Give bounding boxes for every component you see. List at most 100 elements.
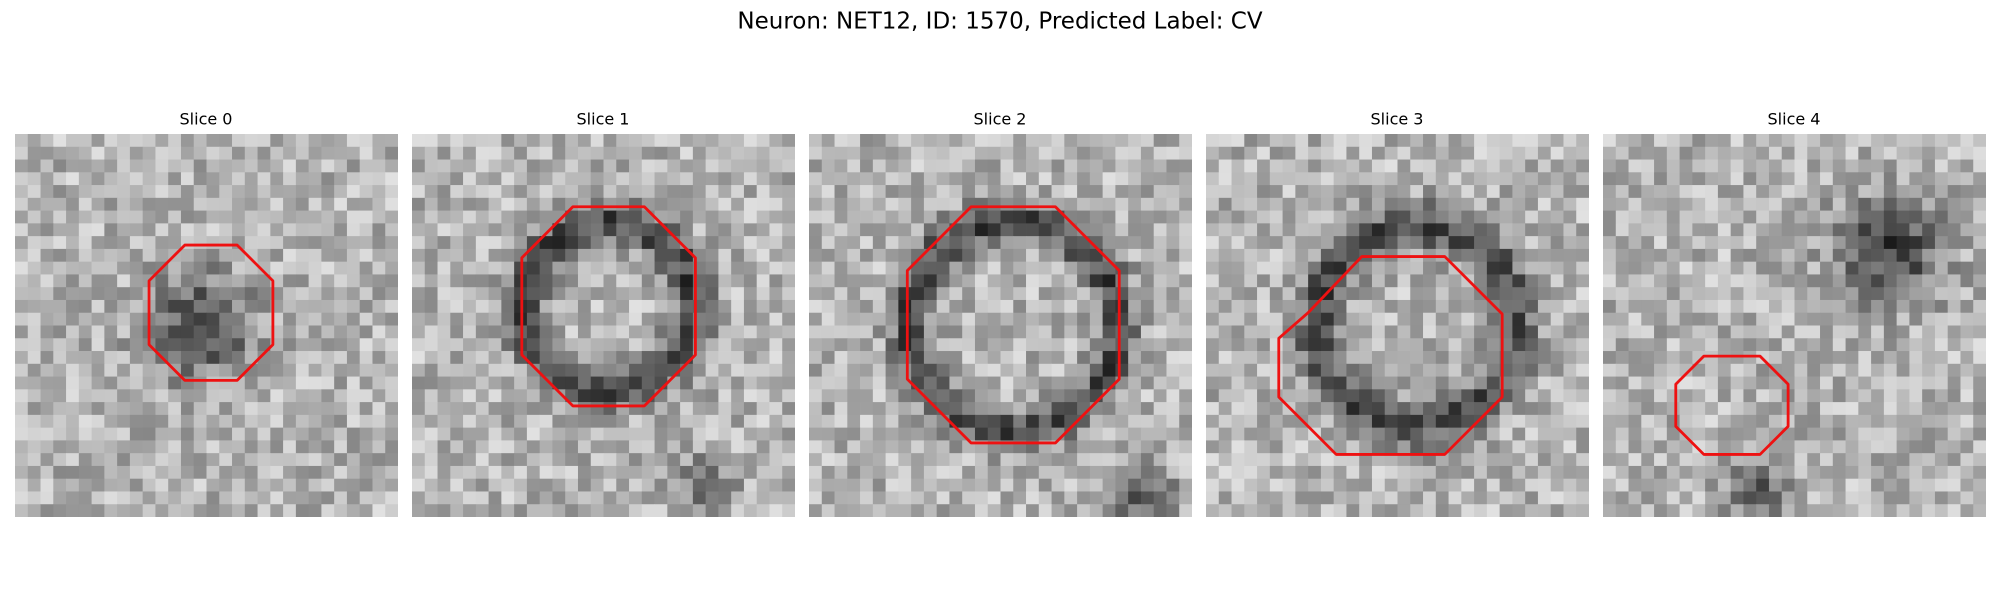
pixel: [437, 223, 451, 237]
pixel: [885, 351, 899, 365]
pixel: [180, 402, 195, 416]
pixel: [1603, 414, 1617, 429]
pixel: [283, 478, 297, 492]
pixel: [488, 185, 502, 199]
pixel: [1013, 172, 1027, 186]
pixel: [1448, 172, 1462, 186]
pixel: [1231, 465, 1245, 480]
pixel: [27, 440, 41, 454]
pixel: [1166, 261, 1180, 275]
pixel: [1512, 299, 1526, 314]
pixel: [1947, 185, 1961, 199]
pixel: [974, 351, 989, 365]
pixel: [1781, 325, 1795, 339]
pixel: [923, 197, 938, 211]
pixel: [450, 376, 464, 390]
pixel: [1705, 185, 1719, 199]
pixel: [1858, 312, 1872, 326]
pixel: [1282, 338, 1296, 352]
pixel: [1654, 210, 1668, 224]
pixel: [860, 210, 874, 224]
pixel: [1308, 325, 1322, 339]
pixel: [321, 236, 335, 250]
pixel: [1666, 299, 1680, 314]
pixel: [821, 363, 835, 377]
pixel: [1474, 504, 1488, 517]
pixel: [514, 236, 528, 250]
pixel: [463, 236, 477, 250]
pixel: [1384, 185, 1398, 199]
pixel: [475, 159, 489, 173]
pixel: [949, 185, 963, 199]
pixel: [1717, 402, 1732, 416]
pixel: [629, 261, 643, 275]
pixel: [962, 185, 976, 199]
pixel: [295, 325, 310, 339]
pixel: [1947, 351, 1961, 365]
pixel: [308, 197, 322, 211]
pixel: [1051, 402, 1065, 416]
pixel: [27, 351, 41, 365]
pixel: [1973, 376, 1986, 390]
pixel: [565, 274, 579, 288]
pixel: [641, 236, 655, 250]
pixel: [206, 414, 220, 429]
pixel: [1231, 453, 1245, 467]
pixel: [1641, 376, 1655, 390]
pixel: [1871, 478, 1885, 492]
pixel: [1679, 325, 1693, 339]
pixel: [1717, 236, 1732, 250]
pixel: [321, 338, 335, 352]
pixel: [1166, 453, 1180, 467]
pixel: [1909, 299, 1923, 314]
pixel: [359, 159, 373, 173]
pixel: [1896, 363, 1910, 377]
pixel: [987, 389, 1001, 403]
pixel: [1871, 389, 1885, 403]
pixel: [782, 402, 795, 416]
pixel: [885, 376, 899, 390]
pixel: [1000, 299, 1014, 314]
pixel: [1537, 351, 1552, 365]
pixel: [1089, 172, 1104, 186]
pixel: [270, 210, 284, 224]
pixel: [654, 236, 668, 250]
pixel: [1153, 338, 1167, 352]
pixel: [514, 351, 528, 365]
pixel: [372, 172, 386, 186]
pixel: [424, 287, 438, 301]
contour: [147, 243, 275, 382]
pixel: [1384, 159, 1398, 173]
pixel: [590, 414, 604, 429]
pixel: [949, 325, 963, 339]
pixel: [962, 453, 976, 467]
pixel: [629, 146, 643, 160]
pixel: [1922, 287, 1936, 301]
pixel: [731, 440, 745, 454]
pixel: [1922, 185, 1936, 199]
pixel: [359, 197, 373, 211]
pixel: [1128, 134, 1142, 148]
pixel: [117, 185, 131, 199]
pixel: [1654, 312, 1668, 326]
pixel: [539, 287, 553, 301]
pixel: [1628, 351, 1642, 365]
pixel: [1038, 210, 1052, 224]
pixel: [552, 414, 566, 429]
pixel: [1026, 197, 1040, 211]
pixel: [898, 427, 912, 441]
pixel: [91, 299, 105, 314]
pixel: [27, 338, 41, 352]
pixel: [1244, 197, 1258, 211]
pixel: [232, 427, 246, 441]
pixel: [565, 312, 579, 326]
pixel: [885, 338, 899, 352]
pixel: [244, 134, 258, 148]
pixel: [1371, 389, 1386, 403]
pixel: [117, 299, 131, 314]
pixel: [756, 223, 770, 237]
pixel: [526, 287, 541, 301]
pixel: [1206, 338, 1220, 352]
pixel: [1679, 440, 1693, 454]
pixel: [834, 414, 848, 429]
